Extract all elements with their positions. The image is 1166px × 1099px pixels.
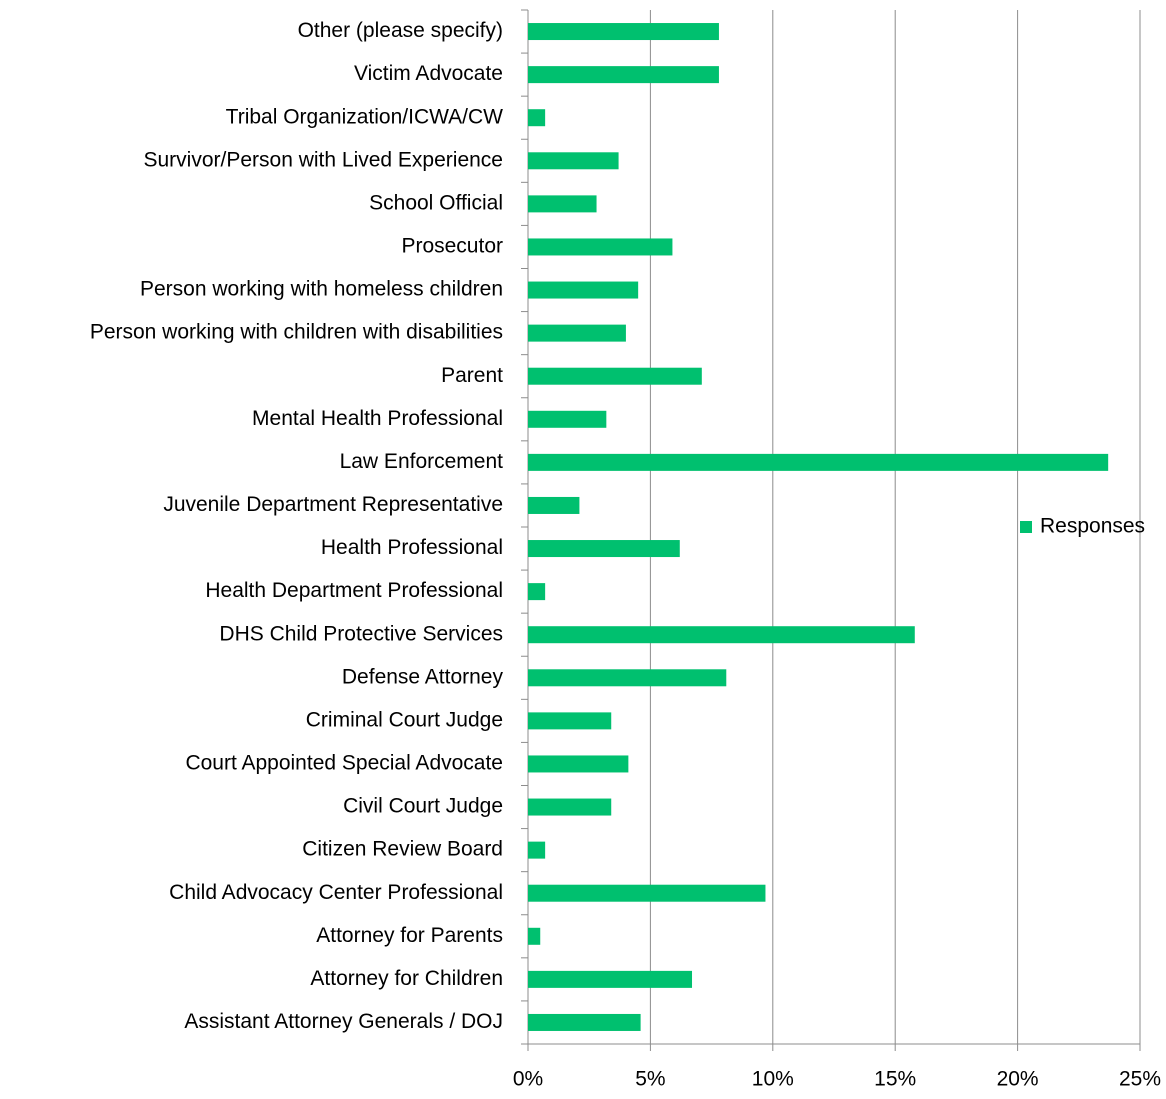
bar bbox=[528, 798, 612, 816]
y-tick-label: Court Appointed Special Advocate bbox=[185, 752, 503, 775]
y-tick-label: Health Professional bbox=[321, 536, 503, 559]
y-tick-label: Attorney for Parents bbox=[316, 924, 503, 947]
y-tick-label: Child Advocacy Center Professional bbox=[169, 881, 503, 904]
legend-label: Responses bbox=[1040, 515, 1145, 538]
y-tick-label: Prosecutor bbox=[401, 235, 503, 258]
bar bbox=[528, 367, 702, 385]
bar bbox=[528, 583, 546, 601]
x-tick-label: 5% bbox=[635, 1068, 665, 1091]
y-tick-label: Parent bbox=[441, 364, 503, 387]
y-tick-label: Civil Court Judge bbox=[343, 795, 503, 818]
bar bbox=[528, 152, 619, 170]
y-tick-label: School Official bbox=[369, 191, 503, 214]
bar bbox=[528, 970, 693, 988]
x-tick-label: 15% bbox=[874, 1068, 916, 1091]
bar bbox=[528, 1013, 641, 1031]
x-tick-label: 0% bbox=[513, 1068, 543, 1091]
bar bbox=[528, 324, 626, 342]
bar bbox=[528, 23, 719, 41]
bar bbox=[528, 884, 766, 902]
x-tick-label: 20% bbox=[997, 1068, 1039, 1091]
y-tick-label: Defense Attorney bbox=[342, 665, 504, 688]
bar bbox=[528, 626, 915, 644]
bar bbox=[528, 669, 727, 687]
bar bbox=[528, 712, 612, 730]
y-tick-label: Law Enforcement bbox=[340, 450, 504, 473]
bar bbox=[528, 195, 597, 213]
y-tick-label: Attorney for Children bbox=[310, 967, 503, 990]
x-tick-label: 25% bbox=[1119, 1068, 1161, 1091]
y-tick-label: Mental Health Professional bbox=[252, 407, 503, 430]
x-tick-label: 10% bbox=[752, 1068, 794, 1091]
y-tick-label: Assistant Attorney Generals / DOJ bbox=[184, 1010, 503, 1033]
y-tick-label: Person working with homeless children bbox=[140, 278, 503, 301]
bar bbox=[528, 496, 580, 514]
bar bbox=[528, 410, 607, 428]
bar bbox=[528, 66, 719, 84]
legend-swatch bbox=[1020, 521, 1032, 533]
y-tick-label: Juvenile Department Representative bbox=[163, 493, 503, 516]
y-tick-label: Person working with children with disabi… bbox=[90, 321, 503, 344]
y-tick-label: Criminal Court Judge bbox=[306, 708, 503, 731]
y-tick-label: Health Department Professional bbox=[205, 579, 503, 602]
bar bbox=[528, 927, 541, 945]
y-tick-label: Survivor/Person with Lived Experience bbox=[143, 148, 503, 171]
y-tick-label: Other (please specify) bbox=[298, 19, 503, 42]
bar bbox=[528, 453, 1109, 471]
bar bbox=[528, 540, 680, 558]
bar bbox=[528, 841, 546, 859]
y-tick-label: Citizen Review Board bbox=[302, 838, 503, 861]
y-tick-label: DHS Child Protective Services bbox=[219, 622, 503, 645]
bar bbox=[528, 109, 546, 127]
bar bbox=[528, 281, 639, 299]
y-tick-label: Victim Advocate bbox=[354, 62, 503, 85]
bar bbox=[528, 755, 629, 773]
bar bbox=[528, 238, 673, 256]
y-tick-label: Tribal Organization/ICWA/CW bbox=[226, 105, 504, 128]
